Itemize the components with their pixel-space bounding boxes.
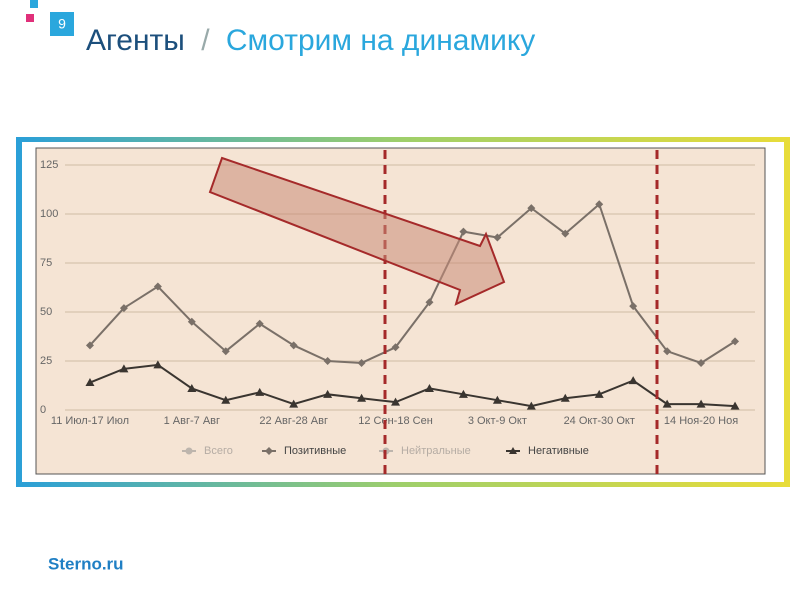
point — [662, 399, 672, 408]
point — [696, 399, 706, 408]
slide-title: Агенты / Смотрим на динамику — [86, 24, 535, 57]
legend-label: Позитивные — [284, 445, 346, 457]
point — [595, 200, 604, 209]
slide-number: 9 — [58, 16, 66, 32]
point — [119, 364, 129, 373]
subtitle: Смотрим на динамику — [226, 24, 535, 57]
point — [187, 317, 196, 326]
slide-number-box — [50, 12, 74, 36]
y-tick-label: 50 — [40, 306, 52, 318]
point — [560, 393, 570, 402]
separator: / — [201, 24, 210, 57]
legend-marker — [265, 447, 273, 455]
decor — [26, 14, 34, 22]
y-tick-label: 75 — [40, 257, 52, 269]
series-line — [89, 363, 736, 408]
point — [323, 389, 333, 398]
point — [85, 378, 95, 387]
point — [697, 358, 706, 367]
legend-label: Всего — [204, 445, 233, 457]
point — [561, 229, 570, 238]
point — [221, 347, 230, 356]
point — [424, 383, 434, 392]
point — [663, 347, 672, 356]
point — [255, 387, 265, 396]
point — [629, 302, 638, 311]
point — [628, 376, 638, 385]
x-tick-label: 1 Авг-7 Авг — [164, 415, 220, 427]
plot-background — [35, 147, 766, 475]
point — [526, 401, 536, 410]
point — [594, 389, 604, 398]
point — [289, 399, 299, 408]
decor — [30, 0, 38, 8]
y-tick-label: 25 — [40, 355, 52, 367]
point — [289, 341, 298, 350]
point — [187, 383, 197, 392]
legend-marker — [509, 447, 517, 454]
x-tick-label: 11 Июл-17 Июл — [51, 415, 129, 427]
series-line — [89, 202, 736, 365]
point — [425, 298, 434, 307]
point — [493, 233, 502, 242]
x-tick-label: 3 Окт-9 Окт — [468, 415, 527, 427]
x-tick-label: 24 Окт-30 Окт — [564, 415, 635, 427]
point — [119, 304, 128, 313]
point — [153, 360, 163, 369]
point — [391, 343, 400, 352]
trend-arrow — [208, 156, 506, 306]
x-tick-label: 22 Авг-28 Авг — [259, 415, 328, 427]
point — [85, 341, 94, 350]
point — [730, 401, 740, 410]
point — [458, 389, 468, 398]
point — [391, 397, 401, 406]
point — [357, 393, 367, 402]
point — [731, 337, 740, 346]
point — [459, 227, 468, 236]
legend-label: Нейтральные — [401, 445, 471, 457]
footer-logo: Sterno.ru — [48, 554, 124, 573]
point — [323, 357, 332, 365]
x-tick-label: 14 Ноя-20 Ноя — [664, 415, 738, 427]
y-tick-label: 0 — [40, 404, 46, 416]
y-tick-label: 100 — [40, 208, 58, 220]
point — [357, 358, 366, 367]
point — [255, 319, 264, 328]
point — [221, 395, 231, 404]
x-tick-label: 12 Сен-18 Сен — [358, 415, 433, 427]
legend-label: Негативные — [528, 445, 589, 457]
y-tick-label: 125 — [40, 159, 58, 171]
point — [153, 282, 162, 291]
point — [492, 395, 502, 404]
point — [527, 204, 536, 213]
title: Агенты — [86, 24, 185, 57]
legend-marker — [185, 447, 193, 455]
